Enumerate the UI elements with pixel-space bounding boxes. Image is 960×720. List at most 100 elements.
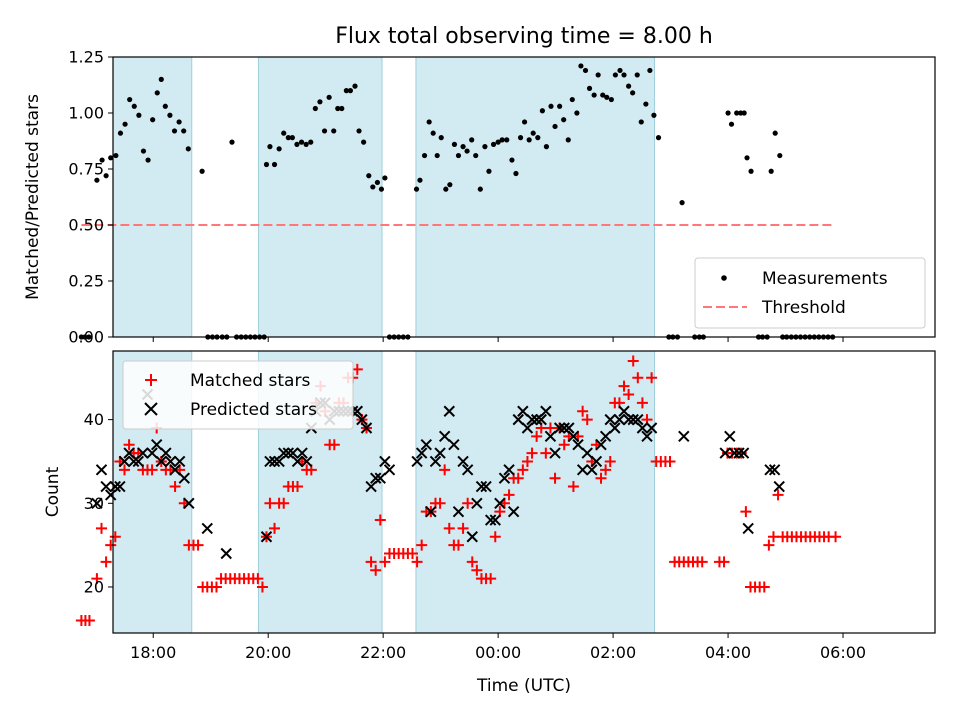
predicted-star-point bbox=[104, 489, 117, 501]
measurement-point bbox=[768, 168, 774, 174]
matched-star-point bbox=[521, 455, 533, 467]
measurement-point bbox=[490, 141, 497, 147]
measurement-point bbox=[630, 90, 636, 96]
top-x-ticks bbox=[152, 337, 844, 342]
matched-star-point bbox=[370, 564, 382, 576]
bottom-panel-frame bbox=[112, 350, 936, 634]
measurement-point bbox=[108, 155, 114, 161]
measurement-point bbox=[103, 173, 109, 179]
matched-star-point bbox=[96, 522, 108, 534]
measurement-point bbox=[655, 135, 662, 141]
legend-threshold-label: Threshold bbox=[761, 298, 846, 318]
matched-star-point bbox=[577, 405, 589, 417]
measurement-point bbox=[158, 76, 164, 82]
matched-star-point bbox=[118, 464, 130, 476]
predicted-star-point bbox=[618, 405, 630, 417]
matched-star-point bbox=[292, 481, 304, 493]
matched-star-point bbox=[623, 389, 635, 401]
bottom-y-ticks: 20 30 40 bbox=[84, 410, 113, 596]
measurement-point bbox=[447, 182, 453, 188]
measurement-point bbox=[185, 146, 191, 152]
predicted-star-point bbox=[438, 430, 451, 443]
observing-window bbox=[415, 350, 655, 634]
y-tick-label: 0.25 bbox=[68, 272, 104, 291]
predicted-star-point bbox=[484, 514, 497, 526]
measurement-point bbox=[317, 99, 323, 105]
predicted-star-point bbox=[503, 464, 515, 476]
measurement-point bbox=[374, 179, 381, 186]
bottom-panel: 20 30 40 18:00 20:00 22:00 00:00 02:00 04:00 06:… bbox=[43, 350, 936, 696]
measurement-point bbox=[285, 135, 291, 141]
measurement-point bbox=[578, 63, 584, 69]
predicted-star-point bbox=[123, 447, 135, 459]
predicted-star-point bbox=[296, 447, 308, 459]
predicted-star-point bbox=[429, 455, 442, 468]
measurement-point bbox=[347, 88, 354, 94]
measurement-point bbox=[113, 152, 119, 159]
top-legend: Measurements Threshold bbox=[694, 257, 926, 329]
matched-star-point bbox=[457, 522, 469, 534]
matched-star-point bbox=[269, 522, 281, 534]
measurement-point bbox=[455, 152, 462, 159]
matched-star-point bbox=[531, 430, 543, 442]
measurement-point bbox=[582, 67, 589, 74]
predicted-star-point bbox=[183, 497, 195, 510]
measurement-point bbox=[122, 121, 128, 127]
matched-star-point bbox=[646, 372, 658, 384]
measurement-point bbox=[552, 123, 558, 130]
measurement-point bbox=[591, 92, 597, 98]
bottom-x-ticks: 18:00 20:00 22:00 00:00 02:00 04:00 06:00 bbox=[130, 633, 866, 662]
matched-star-point bbox=[374, 514, 386, 526]
measurement-point bbox=[117, 130, 124, 136]
measurement-point bbox=[352, 83, 358, 89]
measurement-point bbox=[728, 121, 735, 127]
measurement-point bbox=[413, 186, 420, 192]
predicted-star-point bbox=[425, 505, 437, 518]
y-tick-label: 0.75 bbox=[68, 160, 104, 179]
predicted-star-point bbox=[278, 447, 290, 459]
measurement-point bbox=[140, 148, 147, 154]
measurement-point bbox=[486, 168, 492, 174]
measurement-point bbox=[86, 334, 92, 340]
predicted-star-point bbox=[452, 505, 465, 518]
predicted-star-point bbox=[260, 531, 273, 543]
measurement-point bbox=[741, 110, 747, 116]
predicted-star-point bbox=[91, 497, 103, 510]
measurement-point bbox=[335, 105, 341, 112]
measurement-point bbox=[460, 144, 466, 150]
measurement-point bbox=[263, 161, 270, 168]
x-tick-label: 00:00 bbox=[475, 643, 521, 662]
predicted-star-point bbox=[719, 447, 731, 459]
legend-predicted-label: Predicted stars bbox=[190, 400, 317, 420]
measurement-point bbox=[495, 139, 501, 145]
measurement-point bbox=[229, 139, 235, 145]
measurement-point bbox=[154, 90, 160, 96]
measurement-point bbox=[294, 141, 300, 147]
predicted-star-point bbox=[379, 455, 391, 468]
matched-star-point bbox=[718, 556, 730, 568]
measurement-point bbox=[382, 175, 388, 181]
measurement-point bbox=[417, 177, 423, 183]
measurement-point bbox=[565, 137, 571, 143]
predicted-star-point bbox=[678, 430, 690, 443]
measurement-point bbox=[612, 72, 618, 78]
matched-star-point bbox=[328, 439, 340, 451]
measurement-point bbox=[772, 130, 778, 136]
predicted-star-point bbox=[351, 405, 364, 417]
y-tick-label: 40 bbox=[84, 410, 104, 429]
matched-star-point bbox=[526, 447, 538, 459]
chart-title: Flux total observing time = 8.00 h bbox=[335, 24, 713, 49]
predicted-star-point bbox=[549, 447, 561, 459]
measurement-point bbox=[356, 128, 362, 134]
predicted-star-point bbox=[572, 439, 584, 451]
predicted-star-point bbox=[581, 447, 593, 459]
predicted-star-point bbox=[526, 413, 538, 426]
measurement-point bbox=[477, 186, 483, 192]
predicted-star-point bbox=[420, 439, 432, 451]
predicted-star-point bbox=[540, 405, 552, 417]
y-tick-label: 30 bbox=[84, 494, 104, 513]
measurement-point bbox=[473, 152, 479, 159]
matched-star-point bbox=[466, 556, 478, 568]
predicted-star-point bbox=[365, 480, 377, 493]
measurement-point bbox=[167, 112, 173, 118]
